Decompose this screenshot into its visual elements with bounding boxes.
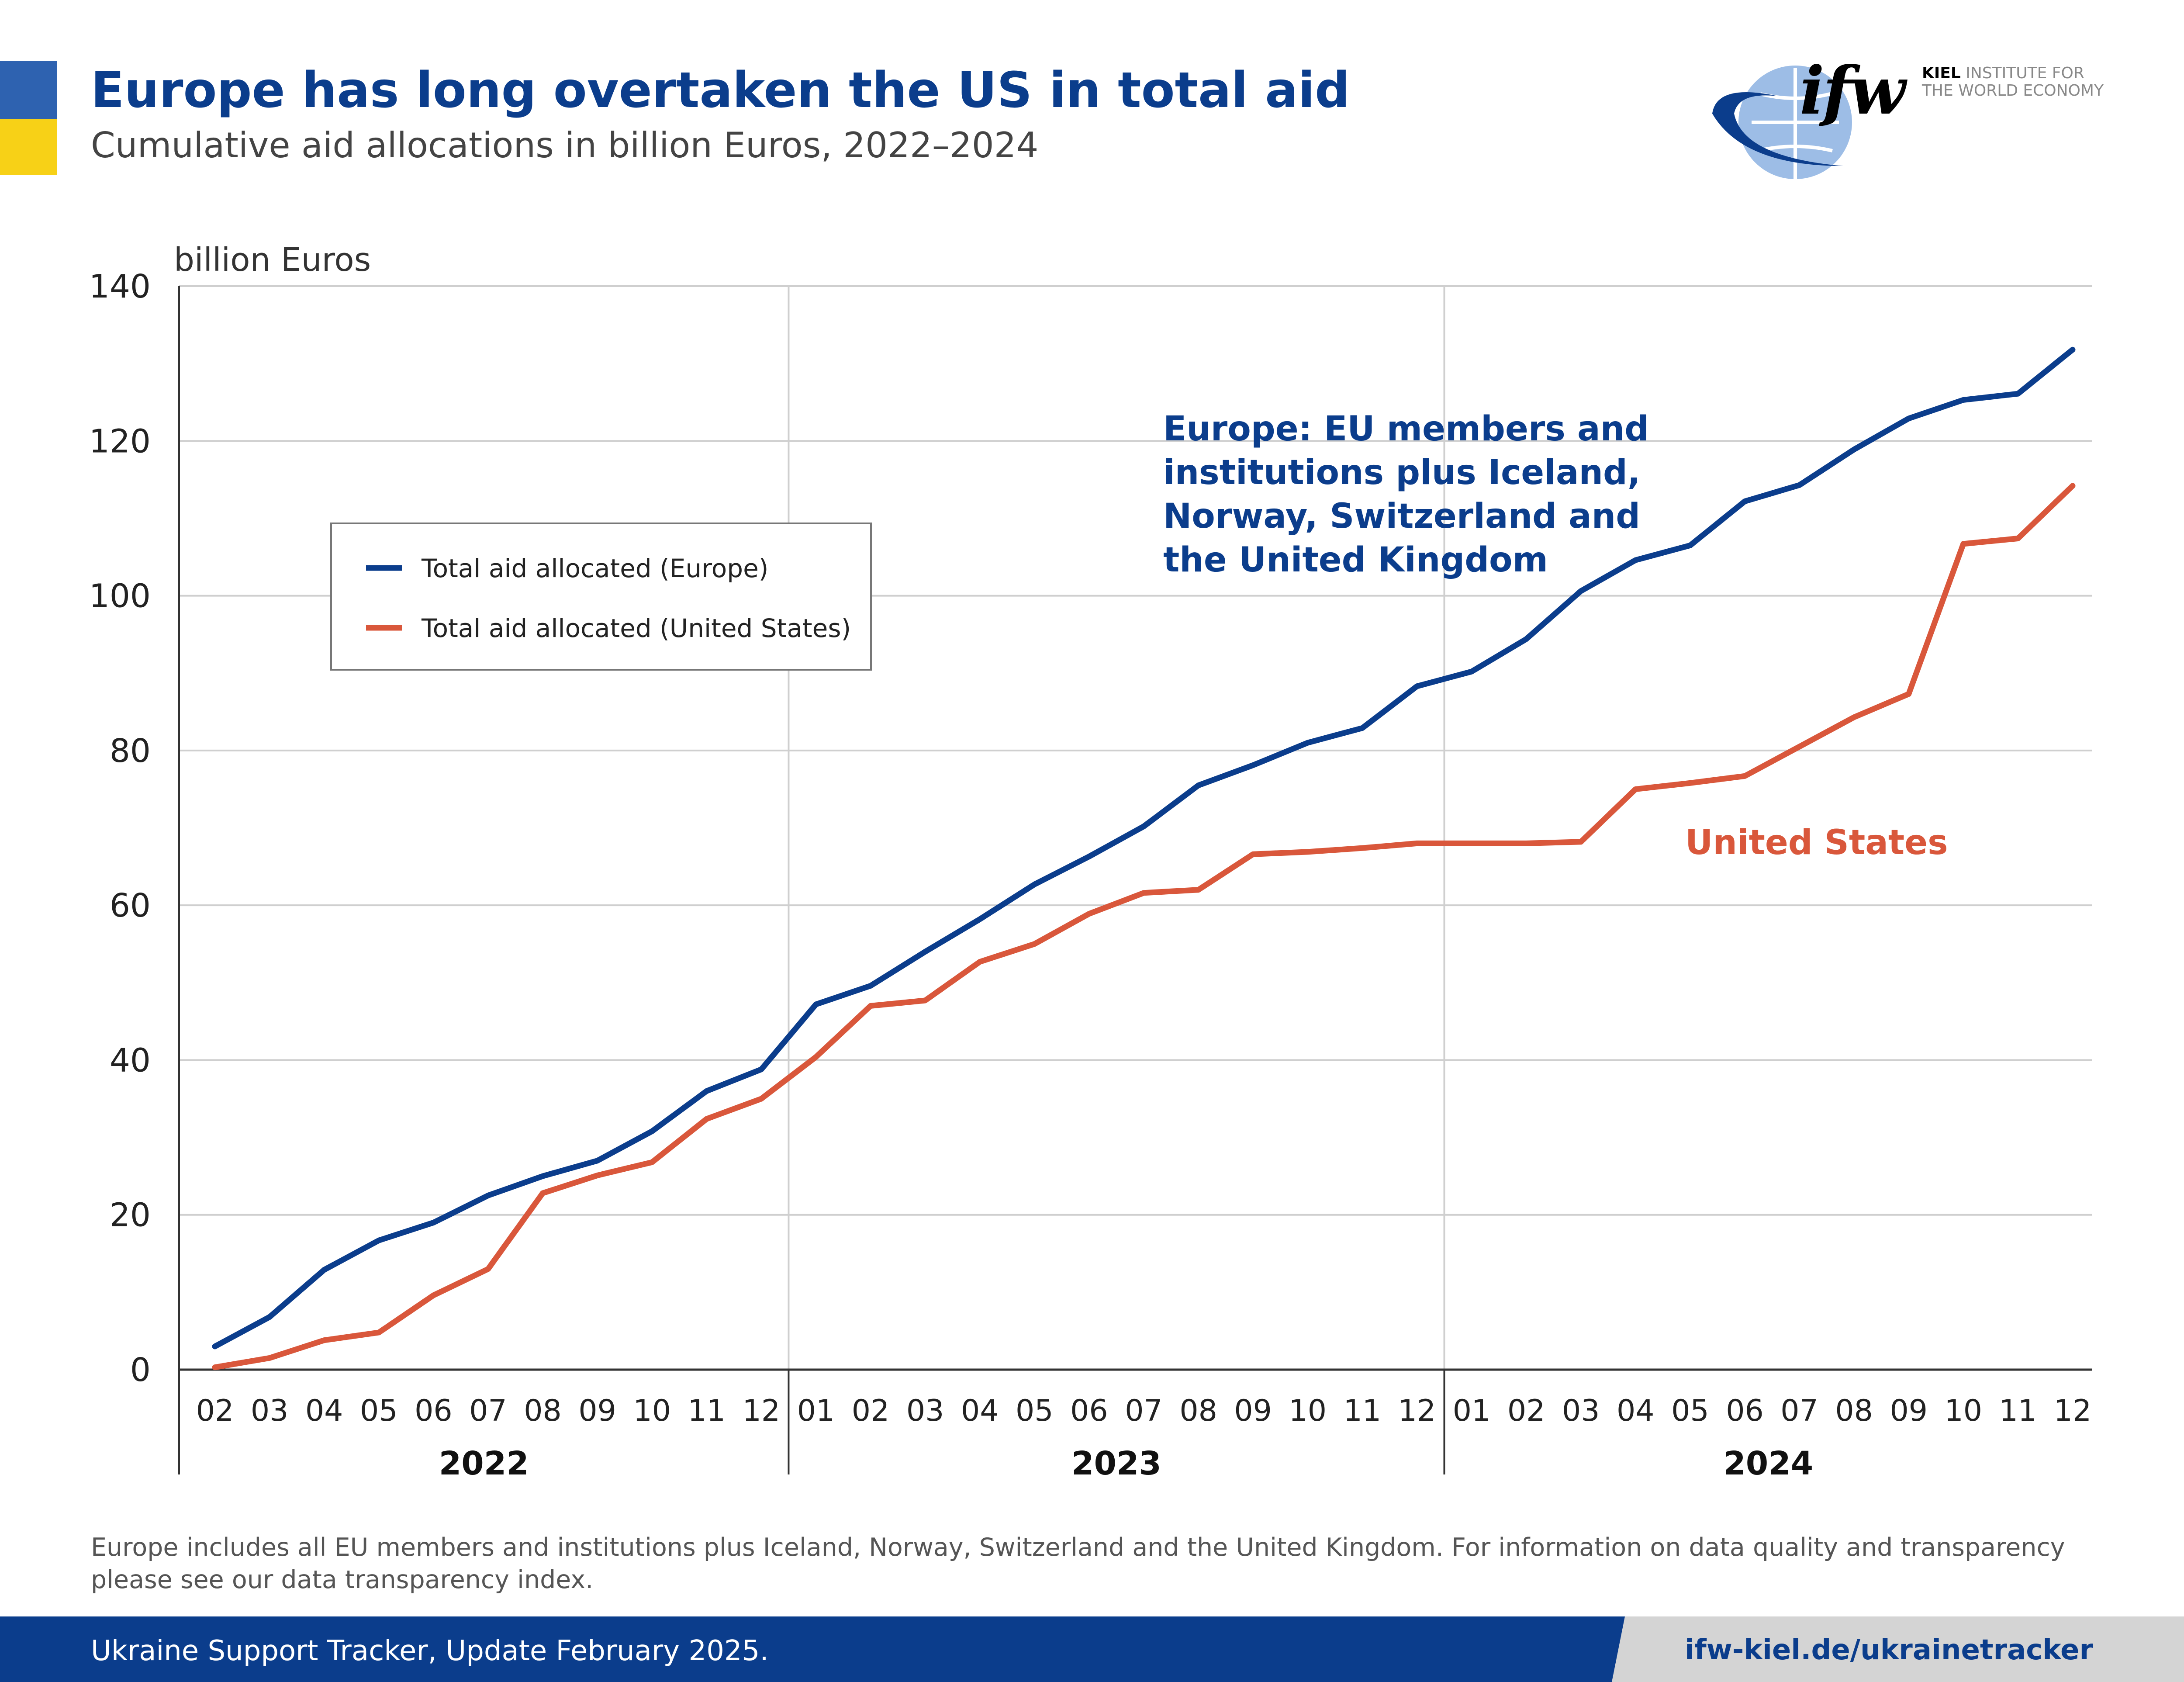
footnote: Europe includes all EU members and insti… — [91, 1533, 2065, 1595]
x-tick-label: 06 — [1070, 1394, 1108, 1428]
x-tick-label: 09 — [1890, 1394, 1928, 1428]
x-tick-label: 02 — [1507, 1394, 1545, 1428]
ifw-logo: ifw KIEL INSTITUTE FOR THE WORLD ECONOMY — [1704, 52, 2104, 188]
logo-name-rest: INSTITUTE FOR — [1960, 64, 2084, 82]
legend: Total aid allocated (Europe) Total aid al… — [330, 523, 872, 671]
y-tick-label: 80 — [110, 732, 151, 770]
x-tick-label: 09 — [1234, 1394, 1272, 1428]
x-tick-label: 09 — [578, 1394, 616, 1428]
x-tick-label: 05 — [1671, 1394, 1709, 1428]
y-tick-label: 40 — [110, 1042, 151, 1079]
y-axis-title: billion Euros — [174, 241, 371, 279]
legend-box — [330, 523, 872, 671]
x-tick-label: 07 — [1780, 1394, 1818, 1428]
x-tick-label: 08 — [1179, 1394, 1217, 1428]
x-tick-label: 03 — [251, 1394, 289, 1428]
x-tick-label: 01 — [797, 1394, 835, 1428]
logo-mark: ifw — [1800, 52, 1906, 129]
footer-left-panel — [0, 1616, 1625, 1682]
y-tick-label: 140 — [89, 268, 151, 305]
logo-name-line2: THE WORLD ECONOMY — [1922, 82, 2104, 100]
x-tick-label: 06 — [1726, 1394, 1764, 1428]
x-tick-label: 11 — [1999, 1394, 2037, 1428]
x-tick-label: 08 — [1835, 1394, 1873, 1428]
annotation-europe-line: institutions plus Iceland, — [1163, 453, 1640, 492]
annotation-europe-line: Europe: EU members and — [1163, 409, 1649, 449]
legend-label: Total aid allocated (Europe) — [421, 554, 768, 583]
x-tick-label: 04 — [305, 1394, 343, 1428]
x-tick-label: 07 — [1125, 1394, 1163, 1428]
series-line — [212, 483, 2076, 1371]
x-tick-label: 03 — [906, 1394, 944, 1428]
x-tick-label: 11 — [688, 1394, 726, 1428]
chart-subtitle: Cumulative aid allocations in billion Eu… — [91, 125, 1039, 166]
footer-source: Ukraine Support Tracker, Update February… — [91, 1635, 769, 1667]
y-tick-label: 20 — [110, 1197, 151, 1234]
x-tick-label: 10 — [1945, 1394, 1983, 1428]
x-tick-label: 12 — [2054, 1394, 2092, 1428]
x-tick-label: 03 — [1562, 1394, 1600, 1428]
footer-bar: Ukraine Support Tracker, Update February… — [0, 1616, 2184, 1682]
footer-right-panel — [1612, 1616, 2184, 1682]
flag-yellow-stripe — [0, 119, 57, 175]
y-tick-label: 120 — [89, 422, 151, 460]
x-tick-label: 08 — [524, 1394, 562, 1428]
year-label: 2024 — [1723, 1445, 1813, 1482]
x-tick-label: 04 — [961, 1394, 999, 1428]
annotation-europe-line: the United Kingdom — [1163, 540, 1548, 580]
year-label: 2023 — [1071, 1445, 1161, 1482]
series-line — [212, 346, 2076, 1350]
x-tick-label: 12 — [1398, 1394, 1436, 1428]
x-tick-label: 05 — [1016, 1394, 1054, 1428]
x-tick-label: 10 — [633, 1394, 671, 1428]
x-tick-label: 02 — [196, 1394, 234, 1428]
logo-name: KIEL INSTITUTE FOR THE WORLD ECONOMY — [1922, 64, 2104, 100]
year-label: 2022 — [439, 1445, 529, 1482]
y-tick-label: 0 — [130, 1351, 151, 1389]
annotation-us-line: United States — [1685, 823, 1948, 862]
globe-icon — [1712, 66, 1852, 179]
y-tick-label: 60 — [110, 887, 151, 924]
flag-blue-stripe — [0, 61, 57, 119]
chart-title: Europe has long overtaken the US in tota… — [91, 62, 1350, 119]
x-tick-label: 10 — [1289, 1394, 1327, 1428]
legend-label: Total aid allocated (United States) — [421, 613, 851, 643]
logo-name-bold: KIEL — [1922, 64, 1961, 82]
x-tick-label: 07 — [469, 1394, 507, 1428]
x-tick-label: 11 — [1344, 1394, 1382, 1428]
x-tick-label: 12 — [743, 1394, 781, 1428]
y-tick-label: 100 — [89, 578, 151, 615]
footer-url-link[interactable]: ifw-kiel.de/ukrainetracker — [1684, 1634, 2093, 1666]
x-tick-label: 05 — [360, 1394, 398, 1428]
x-tick-label: 04 — [1617, 1394, 1655, 1428]
x-tick-label: 01 — [1453, 1394, 1491, 1428]
annotation-europe-line: Norway, Switzerland and — [1163, 497, 1640, 536]
x-tick-label: 02 — [852, 1394, 890, 1428]
x-tick-label: 06 — [415, 1394, 453, 1428]
